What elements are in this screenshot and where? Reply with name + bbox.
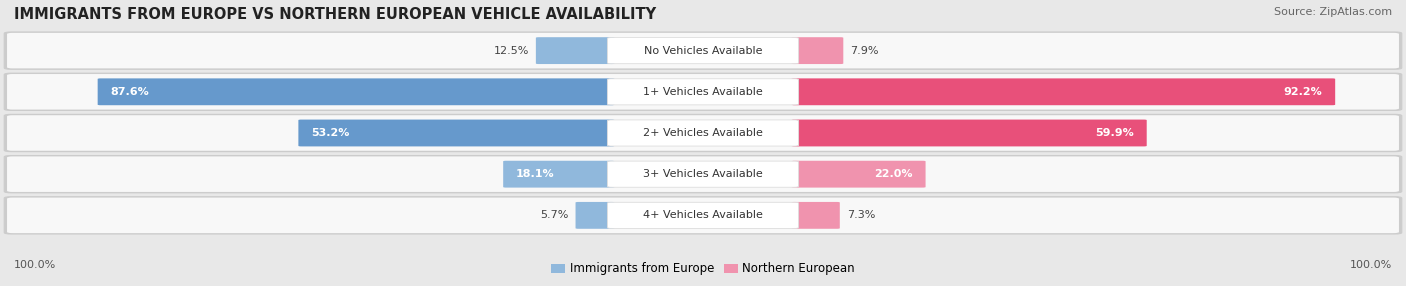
FancyBboxPatch shape — [792, 120, 1147, 146]
FancyBboxPatch shape — [7, 115, 1399, 151]
FancyBboxPatch shape — [792, 161, 925, 188]
Legend: Immigrants from Europe, Northern European: Immigrants from Europe, Northern Europea… — [546, 258, 860, 280]
FancyBboxPatch shape — [503, 161, 614, 188]
FancyBboxPatch shape — [792, 37, 844, 64]
FancyBboxPatch shape — [4, 114, 1402, 152]
Text: No Vehicles Available: No Vehicles Available — [644, 46, 762, 55]
FancyBboxPatch shape — [536, 37, 614, 64]
FancyBboxPatch shape — [7, 74, 1399, 110]
Text: 87.6%: 87.6% — [110, 87, 149, 97]
Text: 22.0%: 22.0% — [875, 169, 912, 179]
FancyBboxPatch shape — [607, 120, 799, 146]
FancyBboxPatch shape — [4, 32, 1402, 69]
FancyBboxPatch shape — [792, 202, 839, 229]
Text: 5.7%: 5.7% — [540, 210, 568, 220]
Text: 53.2%: 53.2% — [311, 128, 350, 138]
FancyBboxPatch shape — [607, 37, 799, 64]
FancyBboxPatch shape — [607, 202, 799, 229]
Text: 7.3%: 7.3% — [846, 210, 875, 220]
Text: 100.0%: 100.0% — [1350, 260, 1392, 270]
Text: 12.5%: 12.5% — [494, 46, 529, 55]
Text: Source: ZipAtlas.com: Source: ZipAtlas.com — [1274, 7, 1392, 17]
Text: 92.2%: 92.2% — [1284, 87, 1323, 97]
FancyBboxPatch shape — [4, 197, 1402, 234]
Text: 7.9%: 7.9% — [851, 46, 879, 55]
Text: 3+ Vehicles Available: 3+ Vehicles Available — [643, 169, 763, 179]
Text: 59.9%: 59.9% — [1095, 128, 1135, 138]
FancyBboxPatch shape — [607, 161, 799, 187]
FancyBboxPatch shape — [4, 156, 1402, 193]
Text: 4+ Vehicles Available: 4+ Vehicles Available — [643, 210, 763, 220]
Text: 100.0%: 100.0% — [14, 260, 56, 270]
FancyBboxPatch shape — [4, 73, 1402, 110]
FancyBboxPatch shape — [792, 78, 1336, 105]
FancyBboxPatch shape — [298, 120, 614, 146]
FancyBboxPatch shape — [575, 202, 614, 229]
FancyBboxPatch shape — [607, 79, 799, 105]
FancyBboxPatch shape — [97, 78, 614, 105]
FancyBboxPatch shape — [7, 198, 1399, 233]
FancyBboxPatch shape — [7, 156, 1399, 192]
Text: IMMIGRANTS FROM EUROPE VS NORTHERN EUROPEAN VEHICLE AVAILABILITY: IMMIGRANTS FROM EUROPE VS NORTHERN EUROP… — [14, 7, 657, 22]
Text: 2+ Vehicles Available: 2+ Vehicles Available — [643, 128, 763, 138]
Text: 1+ Vehicles Available: 1+ Vehicles Available — [643, 87, 763, 97]
Text: 18.1%: 18.1% — [516, 169, 554, 179]
FancyBboxPatch shape — [7, 33, 1399, 68]
